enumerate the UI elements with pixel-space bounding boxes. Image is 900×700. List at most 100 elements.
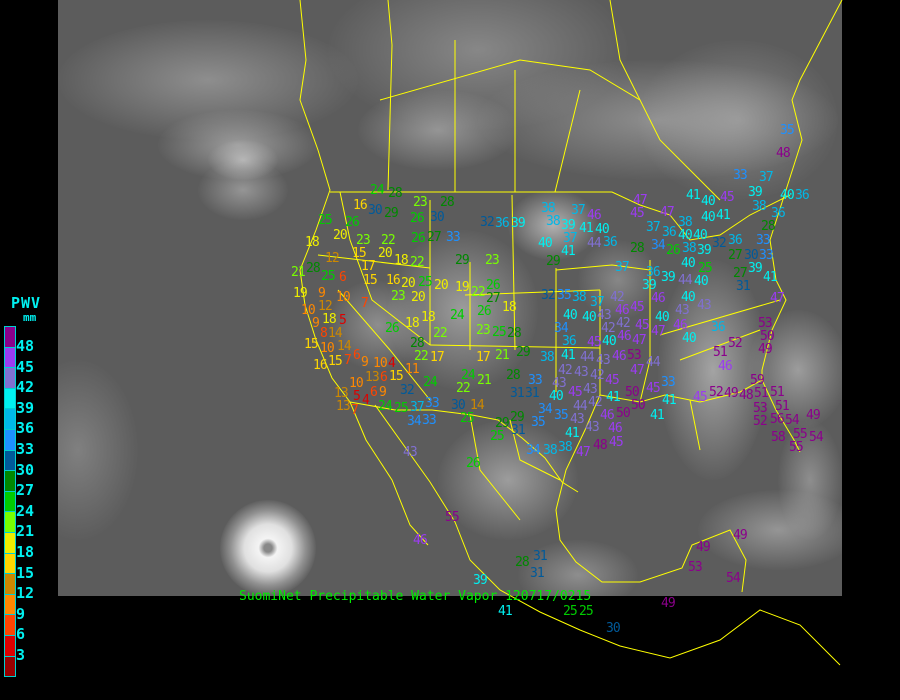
station-pwv-value: 34 — [554, 321, 569, 336]
station-pwv-value: 17 — [476, 350, 491, 365]
station-pwv-value: 45 — [587, 335, 602, 350]
station-pwv-value: 9 — [318, 286, 326, 301]
station-pwv-value: 28 — [507, 326, 522, 341]
station-pwv-value: 23 — [356, 233, 371, 248]
station-pwv-value: 39 — [511, 216, 526, 231]
station-pwv-value: 38 — [541, 201, 556, 216]
station-pwv-value: 36 — [646, 265, 661, 280]
station-pwv-value: 43 — [403, 445, 418, 460]
station-pwv-value: 40 — [780, 188, 795, 203]
legend-color-block — [5, 368, 15, 389]
station-pwv-value: 25 — [698, 261, 713, 276]
station-pwv-value: 22 — [433, 326, 448, 341]
station-pwv-value: 6 — [380, 370, 388, 385]
station-pwv-value: 40 — [595, 222, 610, 237]
station-pwv-value: 43 — [570, 412, 585, 427]
station-pwv-value: 9 — [379, 385, 387, 400]
station-pwv-value: 14 — [337, 339, 352, 354]
station-pwv-value: 55 — [793, 427, 808, 442]
border-line — [349, 401, 579, 493]
legend-label: 45 — [16, 357, 35, 376]
legend-color-block — [5, 388, 15, 410]
station-pwv-value: 43 — [596, 353, 611, 368]
station-pwv-value: 25 — [418, 275, 433, 290]
station-pwv-value: 42 — [601, 321, 616, 336]
station-pwv-value: 53 — [627, 348, 642, 363]
station-pwv-value: 48 — [776, 146, 791, 161]
station-pwv-value: 37 — [571, 203, 586, 218]
border-line — [299, 0, 429, 546]
station-pwv-value: 35 — [554, 408, 569, 423]
station-pwv-value: 21 — [495, 348, 510, 363]
legend-unit: mm — [23, 311, 37, 324]
station-pwv-value: 20 — [411, 290, 426, 305]
station-pwv-value: 25 — [394, 401, 409, 416]
station-pwv-value: 38 — [752, 199, 767, 214]
station-pwv-value: 50 — [625, 385, 640, 400]
legend-color-block — [5, 491, 15, 513]
station-pwv-value: 53 — [688, 560, 703, 575]
station-pwv-value: 14 — [470, 398, 485, 413]
station-pwv-value: 25 — [318, 213, 333, 228]
station-pwv-value: 13 — [336, 399, 351, 414]
station-pwv-value: 47 — [770, 291, 785, 306]
station-pwv-value: 50 — [631, 398, 646, 413]
station-pwv-value: 49 — [661, 596, 676, 611]
station-pwv-value: 55 — [789, 440, 804, 455]
station-pwv-value: 4 — [362, 393, 370, 408]
station-pwv-value: 18 — [502, 300, 517, 315]
station-pwv-value: 10 — [349, 376, 364, 391]
station-pwv-value: 54 — [809, 430, 824, 445]
station-pwv-value: 39 — [748, 261, 763, 276]
station-pwv-value: 37 — [615, 260, 630, 275]
station-pwv-value: 29 — [516, 345, 531, 360]
station-pwv-value: 46 — [718, 359, 733, 374]
station-pwv-value: 21 — [477, 373, 492, 388]
border-line — [689, 399, 701, 451]
station-pwv-value: 55 — [445, 510, 460, 525]
station-pwv-value: 33 — [446, 230, 461, 245]
station-pwv-value: 52 — [728, 336, 743, 351]
station-pwv-value: 5 — [353, 389, 361, 404]
station-pwv-value: 18 — [421, 310, 436, 325]
station-pwv-value: 15 — [304, 337, 319, 352]
legend-label: 39 — [16, 398, 35, 417]
station-pwv-value: 21 — [291, 265, 306, 280]
station-pwv-value: 17 — [361, 259, 376, 274]
legend-color-block — [5, 471, 15, 492]
legend-label: 30 — [16, 460, 35, 479]
station-pwv-value: 39 — [642, 278, 657, 293]
station-pwv-value: 12 — [318, 299, 333, 314]
station-pwv-value: 20 — [378, 246, 393, 261]
station-pwv-value: 25 — [490, 429, 505, 444]
station-pwv-value: 54 — [785, 413, 800, 428]
station-pwv-value: 41 — [561, 244, 576, 259]
station-pwv-value: 28 — [515, 555, 530, 570]
station-pwv-value: 40 — [602, 334, 617, 349]
station-pwv-value: 49 — [724, 386, 739, 401]
legend-label: 24 — [16, 501, 35, 520]
station-pwv-value: 30 — [606, 621, 621, 636]
station-pwv-value: 43 — [583, 382, 598, 397]
border-line — [464, 289, 601, 296]
station-pwv-value: 39 — [561, 218, 576, 233]
station-pwv-value: 24 — [423, 375, 438, 390]
station-pwv-value: 30 — [744, 248, 759, 263]
station-pwv-value: 36 — [495, 216, 510, 231]
station-pwv-value: 38 — [572, 290, 587, 305]
legend-label: 15 — [16, 563, 35, 582]
station-pwv-value: 38 — [558, 440, 573, 455]
border-line — [387, 0, 393, 191]
station-pwv-value: 29 — [495, 416, 510, 431]
station-pwv-value: 53 — [753, 401, 768, 416]
border-line — [509, 419, 561, 481]
border-line — [469, 414, 521, 521]
border-line — [555, 264, 651, 271]
legend-color-bar — [4, 326, 16, 678]
station-pwv-value: 46 — [608, 421, 623, 436]
border-line — [761, 0, 843, 380]
station-pwv-value: 28 — [761, 219, 776, 234]
station-pwv-value: 36 — [711, 320, 726, 335]
station-pwv-value: 6 — [370, 385, 378, 400]
station-pwv-value: 41 — [579, 221, 594, 236]
